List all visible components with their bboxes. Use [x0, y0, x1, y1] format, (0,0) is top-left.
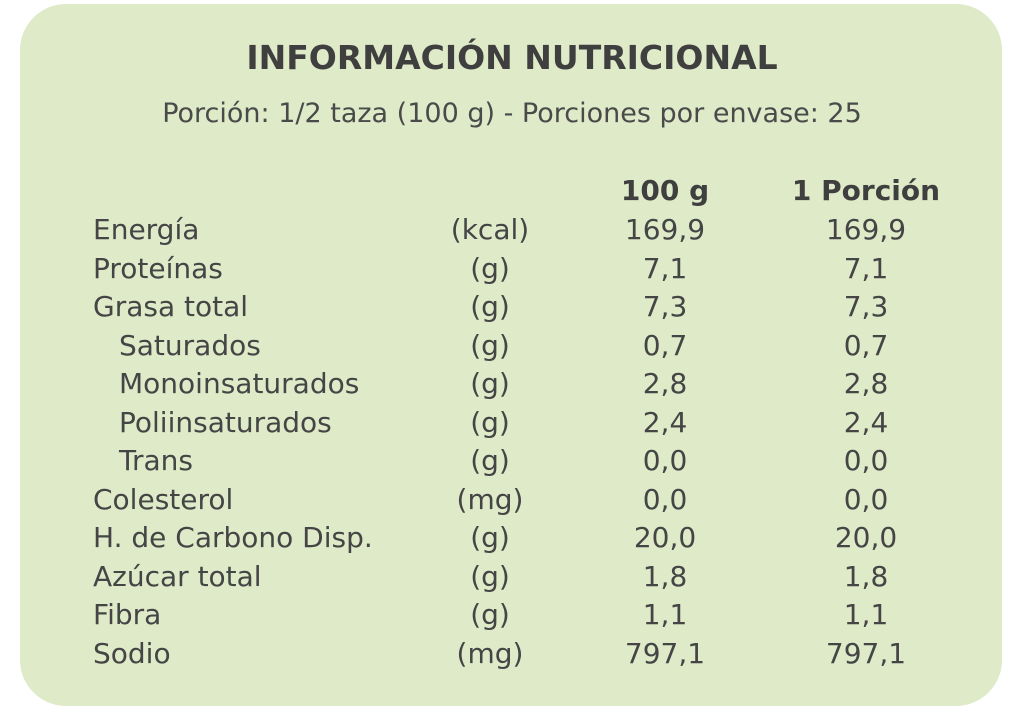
value-per-portion: 1,8 [746, 558, 986, 596]
nutrient-row: Fibra (g) 1,1 1,1 [0, 596, 1024, 635]
value-per-portion: 2,4 [746, 404, 986, 442]
nutrient-row: Colesterol (mg) 0,0 0,0 [0, 481, 1024, 520]
value-per-portion: 2,8 [746, 365, 986, 403]
nutrient-name: H. de Carbono Disp. [93, 519, 373, 557]
nutrient-row: H. de Carbono Disp. (g) 20,0 20,0 [0, 519, 1024, 558]
nutrient-row: Monoinsaturados (g) 2,8 2,8 [0, 365, 1024, 404]
nutrient-row: Saturados (g) 0,7 0,7 [0, 327, 1024, 366]
nutrient-name: Saturados [119, 327, 261, 365]
value-per-portion: 0,0 [746, 442, 986, 480]
nutrient-name: Energía [93, 211, 199, 249]
nutrient-name: Trans [119, 442, 193, 480]
nutrient-row: Energía (kcal) 169,9 169,9 [0, 211, 1024, 250]
nutrient-row: Azúcar total (g) 1,8 1,8 [0, 558, 1024, 597]
nutrient-name: Monoinsaturados [119, 365, 359, 403]
value-per-portion: 7,3 [746, 288, 986, 326]
nutrient-row: Trans (g) 0,0 0,0 [0, 442, 1024, 481]
nutrient-row: Grasa total (g) 7,3 7,3 [0, 288, 1024, 327]
value-per-portion: 0,0 [746, 481, 986, 519]
nutrient-row: Proteínas (g) 7,1 7,1 [0, 250, 1024, 289]
nutrient-name: Proteínas [93, 250, 223, 288]
portion-info: Porción: 1/2 taza (100 g) - Porciones po… [0, 98, 1024, 129]
nutrient-table: Energía (kcal) 169,9 169,9 Proteínas (g) 7,1 7,… [0, 211, 1024, 673]
value-per-portion: 1,1 [746, 596, 986, 634]
column-header-portion: 1 Porción [746, 174, 986, 207]
nutrient-name: Grasa total [93, 288, 248, 326]
nutrient-name: Azúcar total [93, 558, 262, 596]
nutrient-name: Sodio [93, 635, 171, 673]
value-per-portion: 20,0 [746, 519, 986, 557]
value-per-portion: 0,7 [746, 327, 986, 365]
label-title: INFORMACIÓN NUTRICIONAL [0, 38, 1024, 77]
nutrient-row: Poliinsaturados (g) 2,4 2,4 [0, 404, 1024, 443]
nutrient-name: Colesterol [93, 481, 233, 519]
nutrient-name: Fibra [93, 596, 161, 634]
nutrient-name: Poliinsaturados [119, 404, 332, 442]
value-per-portion: 7,1 [746, 250, 986, 288]
value-per-portion: 797,1 [746, 635, 986, 673]
nutrient-row: Sodio (mg) 797,1 797,1 [0, 635, 1024, 674]
value-per-portion: 169,9 [746, 211, 986, 249]
